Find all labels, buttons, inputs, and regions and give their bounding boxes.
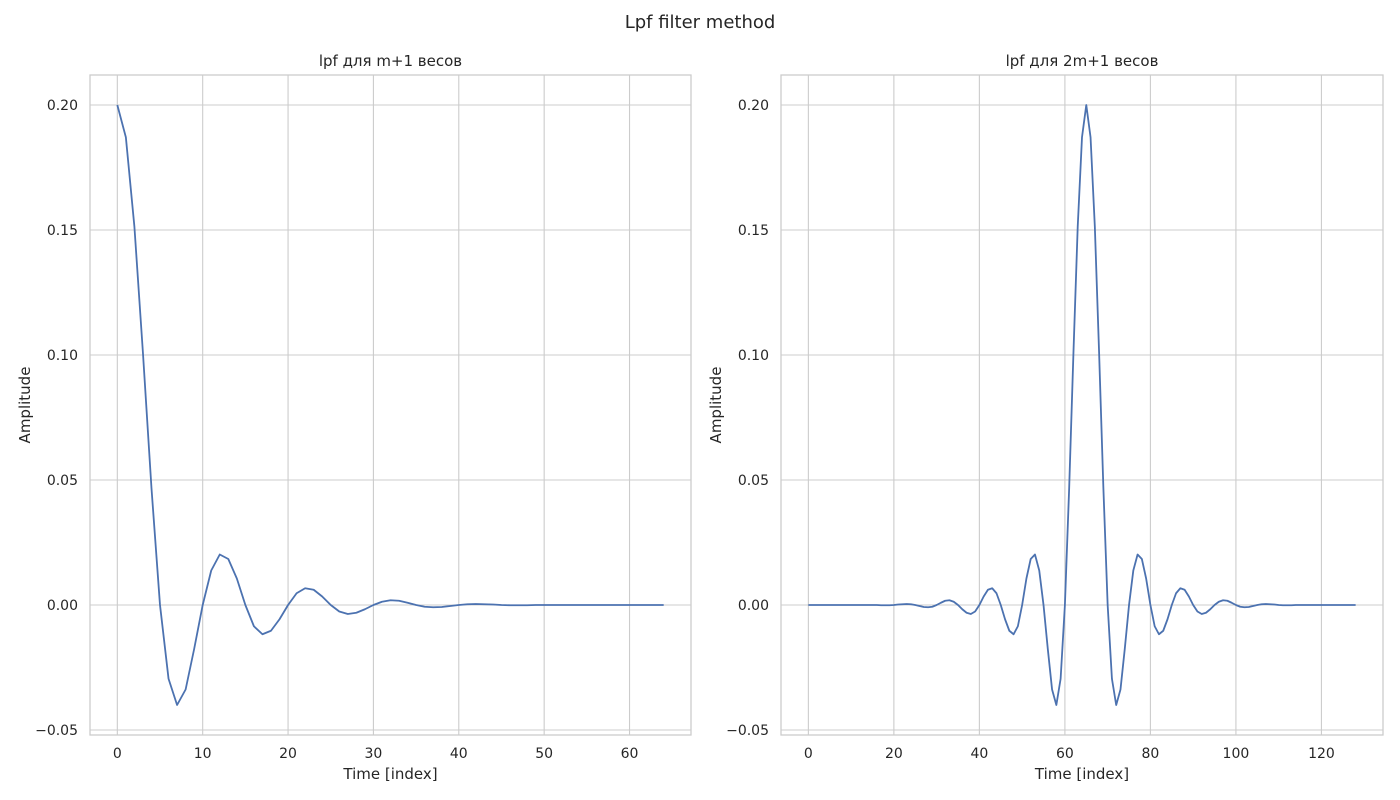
x-tick-label: 10 (194, 746, 212, 762)
x-axis-label: Time [index] (342, 765, 437, 783)
x-tick-label: 0 (113, 746, 122, 762)
figure-title: Lpf filter method (624, 12, 776, 33)
y-tick-label: 0.20 (738, 98, 769, 114)
y-tick-label: 0.15 (47, 223, 78, 239)
subplot-title: lpf для 2m+1 весов (1006, 52, 1159, 70)
x-tick-label: 120 (1308, 746, 1335, 762)
x-tick-label: 60 (621, 746, 639, 762)
x-tick-label: 20 (885, 746, 903, 762)
series-line (808, 104, 1356, 706)
y-tick-label: 0.10 (47, 348, 78, 364)
subplot-1: 0 10 20 30 40 50 60 −0.05 0.00 0.05 0.10 0.15 0.20 lp… (16, 52, 692, 783)
axes-frame (89, 74, 692, 736)
y-axis-label: Amplitude (16, 367, 34, 444)
y-tick-label: 0.00 (47, 598, 78, 614)
y-tick-label: 0.10 (738, 348, 769, 364)
x-tick-label: 50 (535, 746, 553, 762)
y-tick-label: 0.20 (47, 98, 78, 114)
x-tick-label: 30 (365, 746, 383, 762)
x-tick-label: 40 (450, 746, 468, 762)
y-tick-label: 0.05 (47, 473, 78, 489)
y-axis-label: Amplitude (707, 367, 725, 444)
x-tick-label: 0 (804, 746, 813, 762)
x-axis-label: Time [index] (1034, 765, 1129, 783)
series-line (116, 104, 664, 706)
axes-frame (780, 74, 1384, 736)
y-tick-label: 0.15 (738, 223, 769, 239)
y-tick-label: 0.05 (738, 473, 769, 489)
y-tick-label: −0.05 (726, 723, 769, 739)
subplot-2: 0 20 40 60 80 100 120 −0.05 0.00 0.05 0.10 0.15 0.20… (707, 52, 1384, 783)
x-tick-label: 20 (279, 746, 297, 762)
x-tick-label: 60 (1056, 746, 1074, 762)
y-tick-label: 0.00 (738, 598, 769, 614)
x-tick-label: 100 (1223, 746, 1250, 762)
x-tick-label: 40 (970, 746, 988, 762)
y-tick-label: −0.05 (35, 723, 78, 739)
x-tick-label: 80 (1141, 746, 1159, 762)
subplot-title: lpf для m+1 весов (319, 52, 462, 70)
